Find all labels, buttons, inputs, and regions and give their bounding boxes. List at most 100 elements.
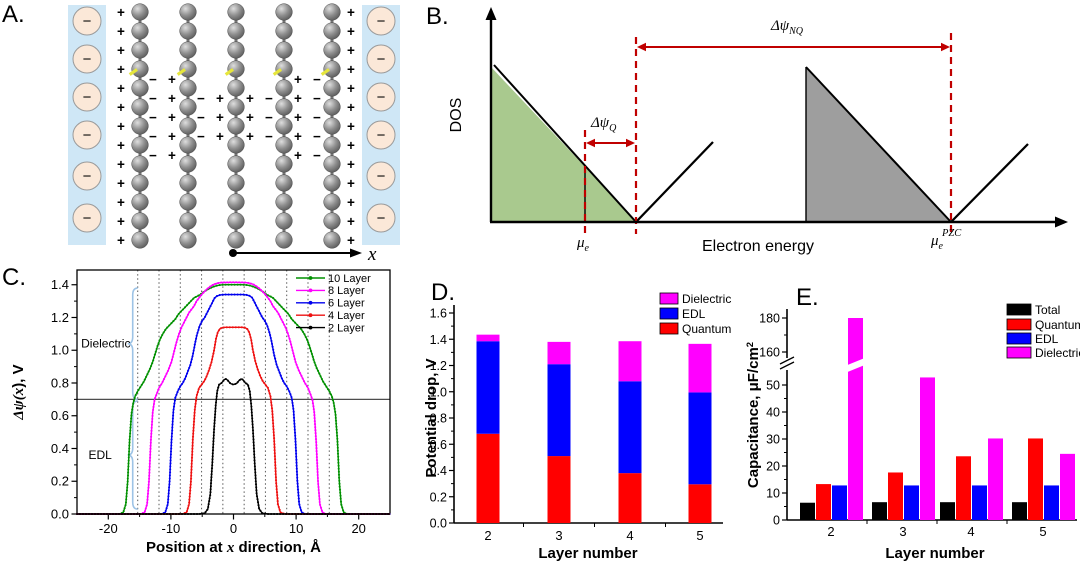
data-point bbox=[300, 509, 303, 512]
data-point bbox=[290, 395, 293, 399]
bar-segment-quantum bbox=[547, 456, 571, 523]
data-point bbox=[272, 425, 275, 428]
carbon-atom bbox=[323, 98, 341, 116]
data-point bbox=[192, 426, 195, 429]
data-point bbox=[251, 420, 254, 423]
data-point bbox=[339, 494, 342, 497]
bar-segment-quantum bbox=[476, 433, 500, 523]
data-point bbox=[124, 504, 127, 507]
data-point bbox=[276, 497, 279, 500]
data-point bbox=[136, 391, 139, 394]
data-point bbox=[233, 283, 236, 286]
surface-charge-symbol: + bbox=[117, 62, 125, 77]
data-point bbox=[305, 385, 309, 388]
data-point bbox=[180, 383, 183, 386]
data-point bbox=[308, 344, 311, 347]
data-point bbox=[143, 510, 146, 513]
data-point bbox=[250, 411, 253, 414]
data-point bbox=[150, 364, 153, 368]
data-point bbox=[160, 383, 163, 386]
data-point bbox=[309, 393, 312, 396]
data-point bbox=[190, 477, 193, 480]
interlayer-charge-symbol: + bbox=[168, 72, 176, 87]
surface-charge-symbol: + bbox=[347, 157, 355, 172]
carbon-atom bbox=[179, 3, 197, 21]
bar-dielectric bbox=[1060, 453, 1075, 520]
data-point bbox=[202, 380, 205, 383]
data-point bbox=[253, 356, 256, 360]
data-point bbox=[257, 309, 260, 312]
data-point bbox=[189, 512, 193, 516]
y-tick-label: 180 bbox=[759, 312, 780, 326]
data-point bbox=[273, 452, 276, 455]
data-point bbox=[232, 281, 235, 284]
anion-right bbox=[366, 82, 396, 112]
data-point bbox=[363, 512, 366, 516]
bar-segment-quantum bbox=[618, 473, 642, 523]
data-point bbox=[150, 435, 153, 438]
data-point bbox=[313, 417, 316, 420]
data-point bbox=[272, 348, 275, 351]
tspan: Δψ( bbox=[11, 394, 27, 420]
data-point bbox=[307, 387, 310, 391]
y-tick-label: 1.6 bbox=[430, 307, 447, 321]
data-point bbox=[192, 306, 195, 309]
carbon-atom bbox=[179, 22, 197, 40]
data-point bbox=[300, 328, 303, 331]
data-point bbox=[360, 512, 363, 516]
data-point bbox=[253, 462, 256, 465]
data-point bbox=[236, 293, 239, 296]
data-point bbox=[289, 340, 292, 343]
data-point bbox=[293, 425, 296, 428]
y-tick-label: 160 bbox=[759, 346, 780, 360]
data-point bbox=[166, 326, 169, 329]
anion-minus-symbol: − bbox=[83, 13, 92, 30]
data-point bbox=[293, 355, 296, 358]
data-point bbox=[297, 494, 300, 497]
data-point bbox=[306, 338, 309, 341]
y-tick-label: 50 bbox=[766, 379, 780, 393]
surface-charge-symbol: + bbox=[347, 5, 355, 20]
panel-c-potential-profile-chart: C. Dielectric EDL -20 -10 0 10 20 0.0 0.2 0.4 0.6 0… bbox=[2, 264, 391, 556]
data-point bbox=[336, 440, 339, 443]
x-axis-arrowhead bbox=[1055, 216, 1068, 228]
surface-charge-symbol: + bbox=[347, 233, 355, 248]
data-point bbox=[333, 512, 336, 516]
data-point bbox=[231, 326, 234, 329]
carbon-atom bbox=[323, 231, 341, 249]
data-point bbox=[323, 383, 326, 386]
data-point bbox=[296, 488, 300, 491]
data-point bbox=[288, 337, 291, 340]
tspan: Position at bbox=[146, 539, 227, 556]
data-point bbox=[354, 512, 357, 516]
data-point bbox=[199, 323, 202, 326]
data-point bbox=[328, 390, 331, 393]
data-point bbox=[274, 470, 277, 473]
data-point bbox=[164, 375, 167, 378]
data-point bbox=[289, 393, 292, 396]
data-point bbox=[315, 453, 318, 456]
data-point bbox=[149, 447, 152, 450]
legend-swatch bbox=[1006, 346, 1032, 359]
carbon-atom bbox=[227, 136, 245, 154]
data-point bbox=[153, 353, 156, 356]
data-point bbox=[131, 408, 134, 411]
data-point bbox=[312, 405, 315, 408]
data-point bbox=[330, 512, 333, 516]
carbon-atom bbox=[179, 155, 197, 173]
data-point bbox=[192, 429, 195, 432]
data-point bbox=[351, 512, 354, 516]
data-point bbox=[267, 328, 270, 331]
y-tick-label: 30 bbox=[766, 433, 780, 447]
data-point bbox=[314, 429, 317, 432]
data-point bbox=[315, 456, 318, 459]
y-tick-label: 1.0 bbox=[430, 385, 447, 399]
data-point bbox=[189, 361, 193, 364]
dos-axis-label: DOS bbox=[448, 98, 465, 133]
data-point bbox=[267, 389, 270, 392]
data-point bbox=[154, 350, 157, 353]
data-point bbox=[299, 506, 302, 509]
data-point bbox=[139, 386, 142, 389]
data-point bbox=[209, 305, 212, 308]
